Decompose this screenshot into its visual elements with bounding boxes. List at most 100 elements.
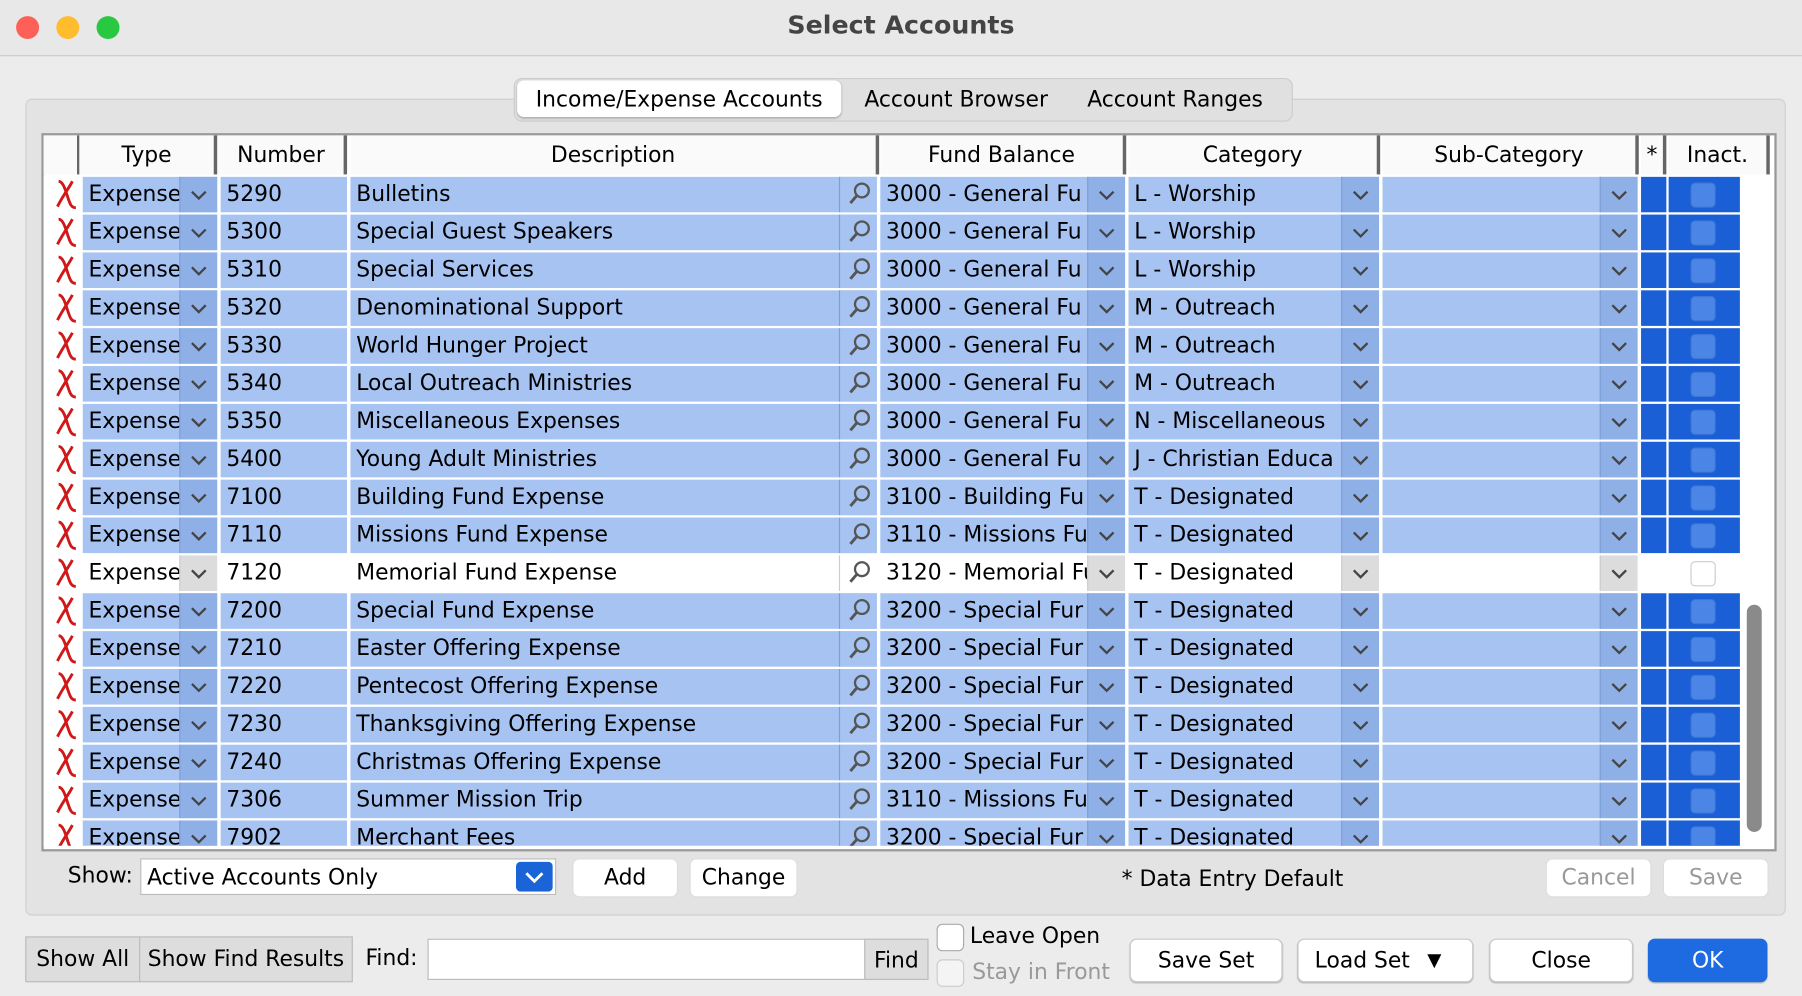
delete-icon[interactable]	[43, 555, 77, 591]
cell[interactable]: Bulletins	[350, 176, 877, 213]
default-cell[interactable]	[1641, 668, 1667, 705]
dropdown-button[interactable]	[1087, 668, 1126, 705]
dropdown-button[interactable]	[1341, 593, 1380, 629]
cell[interactable]: T - Designated	[1128, 668, 1380, 705]
dropdown-button[interactable]	[1341, 631, 1380, 667]
dropdown-button[interactable]	[1341, 555, 1380, 591]
delete-icon[interactable]	[43, 668, 77, 705]
button[interactable]: Save Set	[1129, 938, 1283, 983]
dropdown[interactable]: Active Accounts Only	[140, 858, 557, 896]
dropdown-button[interactable]	[179, 403, 218, 440]
cell[interactable]: 7210	[220, 631, 348, 667]
cell[interactable]: Special Fund Expense	[350, 593, 877, 629]
cell[interactable]: J - Christian Educa	[1128, 441, 1380, 478]
cell[interactable]: T - Designated	[1128, 479, 1380, 516]
search-button[interactable]	[838, 820, 877, 846]
default-cell[interactable]	[1641, 290, 1667, 326]
find-input[interactable]	[427, 938, 867, 980]
cell[interactable]	[1382, 366, 1638, 402]
default-cell[interactable]	[1641, 517, 1667, 554]
cell[interactable]: T - Designated	[1128, 517, 1380, 554]
inactive-cell[interactable]	[1668, 706, 1740, 743]
dropdown-button[interactable]	[1087, 744, 1126, 781]
cell[interactable]	[1382, 744, 1638, 781]
dropdown-button[interactable]	[1087, 782, 1126, 819]
dropdown-button[interactable]	[1599, 252, 1638, 289]
cell[interactable]: 7230	[220, 706, 348, 743]
cell[interactable]: 7240	[220, 744, 348, 781]
cell[interactable]: 5310	[220, 252, 348, 289]
dropdown-button[interactable]	[179, 593, 218, 629]
dropdown-button[interactable]	[1087, 631, 1126, 667]
window-controls[interactable]	[11, 14, 126, 44]
cell[interactable]: World Hunger Project	[350, 328, 877, 364]
dropdown-button[interactable]	[179, 214, 218, 251]
dropdown-button[interactable]	[1341, 479, 1380, 516]
cell[interactable]: L - Worship	[1128, 176, 1380, 213]
inactive-cell[interactable]	[1668, 366, 1740, 402]
cell[interactable]	[1382, 252, 1638, 289]
cell[interactable]: Expense	[82, 668, 218, 705]
delete-icon[interactable]	[43, 176, 77, 213]
dropdown-button[interactable]	[1599, 593, 1638, 629]
column-header[interactable]: Inact.	[1668, 135, 1770, 175]
cell[interactable]: Memorial Fund Expense	[350, 555, 877, 591]
delete-icon[interactable]	[43, 403, 77, 440]
inactive-cell[interactable]	[1668, 555, 1740, 591]
cell[interactable]: T - Designated	[1128, 593, 1380, 629]
cell[interactable]: T - Designated	[1128, 555, 1380, 591]
button[interactable]: Add	[572, 858, 679, 898]
cell[interactable]	[1382, 517, 1638, 554]
cell[interactable]: 5340	[220, 366, 348, 402]
dropdown-button[interactable]	[1599, 366, 1638, 402]
dropdown-button[interactable]	[1341, 252, 1380, 289]
dropdown-button[interactable]	[179, 631, 218, 667]
dropdown-button[interactable]	[179, 479, 218, 516]
cell[interactable]: T - Designated	[1128, 631, 1380, 667]
cell[interactable]: Local Outreach Ministries	[350, 366, 877, 402]
dropdown-button[interactable]	[179, 176, 218, 213]
delete-icon[interactable]	[43, 479, 77, 516]
cell[interactable]: 7120	[220, 555, 348, 591]
cell[interactable]: 3200 - Special Fur	[880, 744, 1126, 781]
cell[interactable]	[1382, 593, 1638, 629]
default-cell[interactable]	[1641, 706, 1667, 743]
dropdown-button[interactable]	[1341, 441, 1380, 478]
cell[interactable]: Pentecost Offering Expense	[350, 668, 877, 705]
default-cell[interactable]	[1641, 176, 1667, 213]
button[interactable]: Show All	[25, 936, 141, 983]
column-header[interactable]: Category	[1128, 135, 1381, 175]
dropdown-button[interactable]	[1087, 214, 1126, 251]
cell[interactable]: Denominational Support	[350, 290, 877, 326]
cell[interactable]	[1382, 782, 1638, 819]
cell[interactable]: 7110	[220, 517, 348, 554]
cell[interactable]: T - Designated	[1128, 782, 1380, 819]
cell[interactable]: 5320	[220, 290, 348, 326]
default-cell[interactable]	[1641, 441, 1667, 478]
inactive-cell[interactable]	[1668, 820, 1740, 846]
dropdown-button[interactable]	[1599, 517, 1638, 554]
default-cell[interactable]	[1641, 555, 1667, 591]
inactive-cell[interactable]	[1668, 517, 1740, 554]
checkbox[interactable]	[936, 923, 965, 952]
default-cell[interactable]	[1641, 631, 1667, 667]
dropdown-button[interactable]	[1341, 366, 1380, 402]
delete-icon[interactable]	[43, 820, 77, 846]
search-button[interactable]	[838, 252, 877, 289]
cell[interactable]	[1382, 555, 1638, 591]
cell[interactable]: Thanksgiving Offering Expense	[350, 706, 877, 743]
cell[interactable]: 3200 - Special Fur	[880, 706, 1126, 743]
dropdown-button[interactable]	[1087, 328, 1126, 364]
cell[interactable]: 5400	[220, 441, 348, 478]
default-cell[interactable]	[1641, 593, 1667, 629]
default-cell[interactable]	[1641, 328, 1667, 364]
inactive-cell[interactable]	[1668, 441, 1740, 478]
inactive-cell[interactable]	[1668, 631, 1740, 667]
cell[interactable]: 5300	[220, 214, 348, 251]
dropdown-button[interactable]	[1087, 479, 1126, 516]
dropdown-button[interactable]	[1341, 290, 1380, 326]
cell[interactable]: N - Miscellaneous	[1128, 403, 1380, 440]
search-button[interactable]	[838, 479, 877, 516]
cell[interactable]: 3000 - General Fu	[880, 403, 1126, 440]
search-button[interactable]	[838, 176, 877, 213]
